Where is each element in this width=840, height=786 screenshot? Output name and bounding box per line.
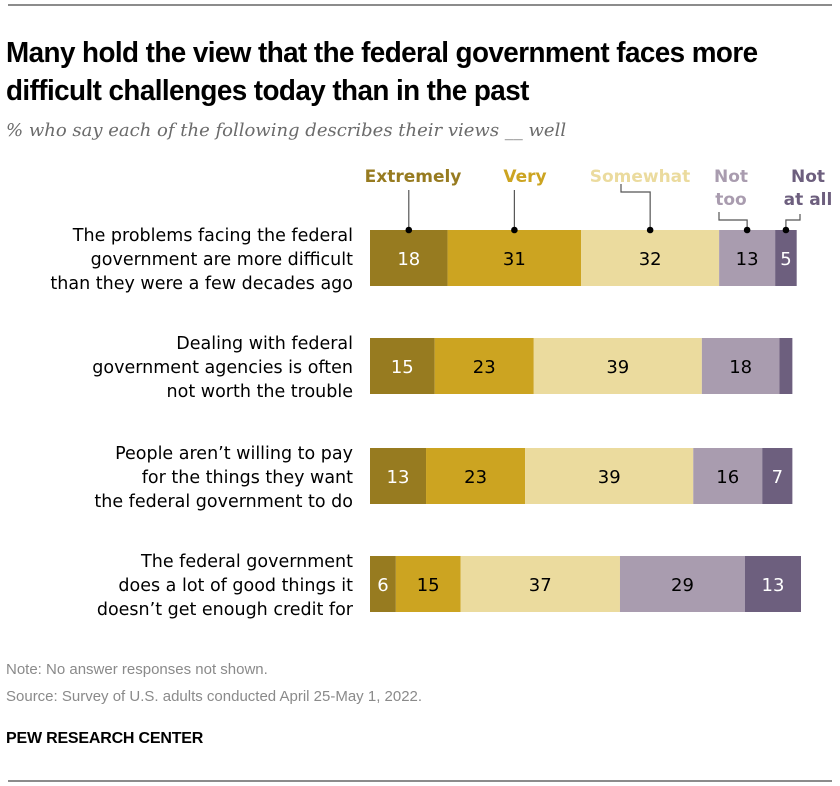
data-label: 13 [736, 249, 759, 270]
bar-segment-very [426, 448, 526, 504]
legend-label: Not [791, 167, 825, 187]
data-label: 37 [529, 575, 552, 596]
legend-leader-line [620, 184, 651, 230]
bar-segment-very [434, 338, 534, 394]
bar-segment-not-too [619, 556, 745, 612]
category-label: not worth the trouble [167, 382, 353, 402]
data-label: 39 [598, 467, 621, 488]
bar-segment-extremely [370, 448, 427, 504]
bar-segment-very [395, 556, 461, 612]
category-label: than they were a few decades ago [50, 274, 353, 294]
bar-segment-not-too [701, 338, 780, 394]
data-label: 29 [671, 575, 694, 596]
legend-label: Not [714, 167, 748, 187]
data-label: 39 [606, 357, 629, 378]
legend-leader-dot [743, 226, 751, 234]
legend-label: at all [784, 190, 833, 210]
data-label: 5 [780, 249, 791, 270]
source-text: Source: Survey of U.S. adults conducted … [6, 688, 423, 705]
chart-subtitle: % who say each of the following describe… [6, 120, 567, 141]
category-label: for the things they want [142, 468, 353, 488]
data-label: 15 [417, 575, 440, 596]
legend-leader-dot [511, 226, 518, 234]
category-label: the federal government to do [94, 492, 353, 512]
category-label: People aren’t willing to pay [115, 444, 353, 464]
top-rule [8, 4, 832, 6]
data-label: 18 [729, 357, 752, 378]
data-label: 16 [716, 467, 739, 488]
category-label: doesn’t get enough credit for [97, 600, 354, 620]
bar-segment-not-at-all [779, 338, 793, 394]
data-label: 32 [639, 249, 662, 270]
bar-segment-not-too [693, 448, 763, 504]
note-text: Note: No answer responses not shown. [6, 661, 268, 678]
brand-logo-text: PEW RESEARCH CENTER [6, 730, 204, 747]
bar-segment-somewhat [533, 338, 702, 394]
data-label: 18 [397, 249, 420, 270]
category-label: does a lot of good things it [118, 576, 353, 596]
bar-segment-not-at-all [762, 448, 793, 504]
data-label: 31 [503, 249, 526, 270]
category-label: The problems facing the federal [72, 226, 353, 246]
bar-segment-not-too [719, 230, 776, 286]
data-label: 7 [772, 467, 783, 488]
data-label: 13 [762, 575, 785, 596]
legend-leader-dot [405, 226, 413, 234]
bar-segment-somewhat [460, 556, 620, 612]
legend-label: Extremely [365, 167, 462, 187]
category-label: government are more difficult [91, 250, 353, 270]
legend-label: Somewhat [590, 167, 691, 187]
category-label: Dealing with federal [176, 334, 353, 354]
legend-leader-line [718, 212, 748, 230]
legend-leader-dot [782, 226, 790, 234]
legend-label: too [715, 190, 747, 210]
data-label: 13 [387, 467, 410, 488]
bar-segment-extremely [370, 338, 435, 394]
data-label: 23 [473, 357, 496, 378]
bar-segment-not-at-all [744, 556, 801, 612]
bar-segment-extremely [370, 230, 448, 286]
bottom-rule [8, 780, 832, 782]
legend-label: Very [503, 167, 546, 187]
category-label: government agencies is often [92, 358, 353, 378]
data-label: 15 [391, 357, 414, 378]
category-label: The federal government [140, 552, 353, 572]
legend-leader-dot [646, 226, 654, 234]
legend-leader-line [785, 214, 801, 230]
data-label: 23 [464, 467, 487, 488]
bar-segment-very [447, 230, 582, 286]
bar-segment-somewhat [581, 230, 720, 286]
bar-segment-extremely [370, 556, 396, 612]
bar-segment-somewhat [525, 448, 694, 504]
data-label: 6 [377, 575, 388, 596]
bar-segment-not-at-all [775, 230, 797, 286]
chart-title: Many hold the view that the federal gove… [6, 37, 758, 107]
stacked-bar-chart: The problems facing the federal governmen… [50, 167, 833, 620]
